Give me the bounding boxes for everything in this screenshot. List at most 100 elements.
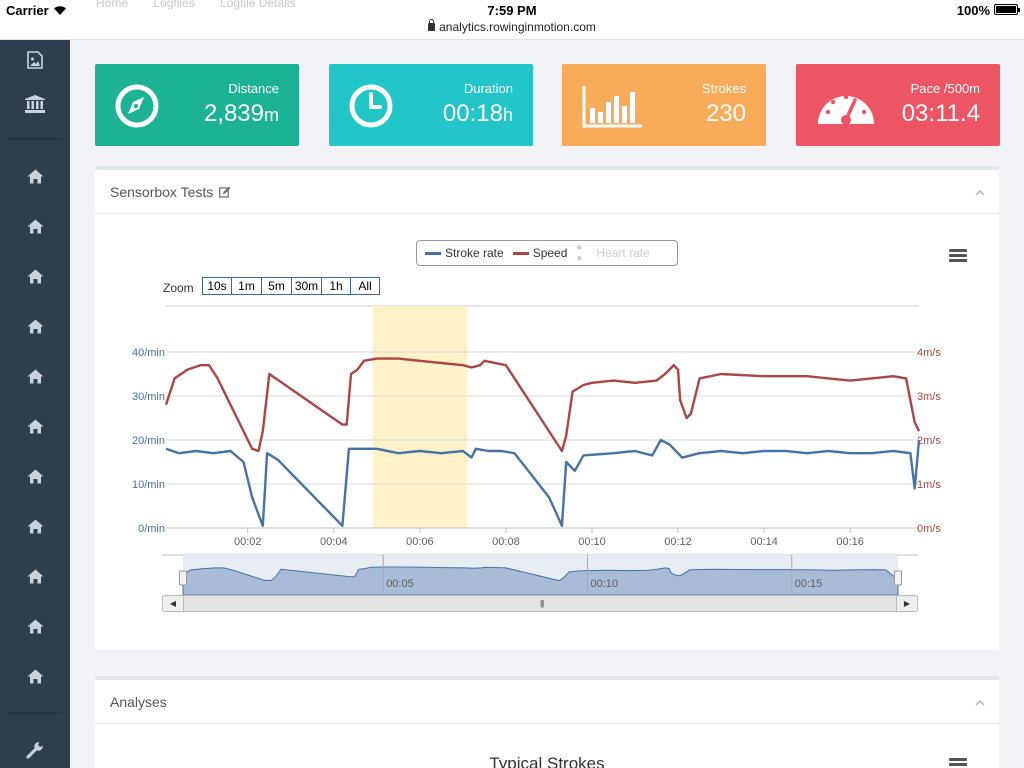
- legend-speed[interactable]: Speed: [512, 246, 568, 260]
- zoom-5m-button[interactable]: 5m: [261, 277, 292, 295]
- bank-icon: [25, 95, 45, 113]
- sidebar-item-home-7[interactable]: [0, 456, 70, 496]
- x-tick-label: 00:10: [578, 536, 606, 548]
- breadcrumb-logfiles[interactable]: Logfiles: [153, 0, 195, 10]
- home-icon: [27, 269, 43, 283]
- zoom-button-group: 10s 1m 5m 30m 1h All: [202, 277, 380, 295]
- sidebar-item-home-9[interactable]: [0, 556, 70, 596]
- sidebar-item-settings[interactable]: [0, 730, 70, 768]
- compass-icon: [115, 84, 159, 128]
- ios-status-bar: Home Logfiles Logfile Details Carrier 7:…: [0, 0, 1024, 40]
- home-icon: [27, 619, 43, 633]
- sidebar-item-home-6[interactable]: [0, 406, 70, 446]
- distance-label: Distance: [228, 81, 279, 96]
- zoom-1m-button[interactable]: 1m: [231, 277, 262, 295]
- sidebar-item-home-2[interactable]: [0, 206, 70, 246]
- sidebar-item-home-4[interactable]: [0, 306, 70, 346]
- navigator-right-handle[interactable]: [894, 570, 902, 586]
- clock-time: 7:59 PM: [487, 3, 537, 18]
- navigator-scrollbar[interactable]: ◀ ||| ▶: [162, 595, 918, 612]
- series-line-stroke-rate[interactable]: [165, 438, 921, 527]
- wrench-icon: [26, 742, 43, 759]
- y-left-tick-label: 20/min: [132, 435, 165, 447]
- x-tick-label: 00:12: [664, 536, 692, 548]
- clock-icon: [349, 84, 393, 128]
- typical-strokes-title: Typical Strokes: [489, 754, 605, 768]
- pace-tile: Pace /500m 03:11.4: [796, 64, 1000, 146]
- sidebar-item-home-1[interactable]: [0, 156, 70, 196]
- sensor-chart[interactable]: 0/min 0m/s 10/min 1m/s 20/min 2m/s 30/min 3m/s 4…: [95, 214, 999, 654]
- panel-header: Analyses: [95, 680, 999, 724]
- lock-icon: [428, 19, 436, 31]
- pace-number: 03:11.4: [901, 100, 980, 127]
- home-icon: [27, 469, 43, 483]
- scrollbar-thumb[interactable]: |||: [183, 596, 897, 611]
- legend-label-speed: Speed: [532, 246, 568, 260]
- zoom-1h-button[interactable]: 1h: [321, 277, 351, 295]
- breadcrumb: Home Logfiles Logfile Details: [96, 0, 317, 10]
- chart-menu-icon[interactable]: [949, 758, 967, 768]
- sidebar-item-home-5[interactable]: [0, 356, 70, 396]
- scroll-right-arrow[interactable]: ▶: [903, 599, 911, 608]
- navigator-left-handle[interactable]: [179, 570, 187, 586]
- y-left-tick-label: 30/min: [132, 391, 165, 403]
- y-left-tick-label: 10/min: [132, 479, 165, 491]
- y-right-tick-label: 4m/s: [917, 347, 941, 359]
- legend-label-stroke-rate: Stroke rate: [445, 246, 504, 260]
- address-bar[interactable]: analytics.rowinginmotion.com: [0, 19, 1024, 34]
- navigator-tick-label: 00:15: [795, 578, 823, 590]
- analyses-panel: Analyses Typical Strokes: [95, 676, 999, 768]
- sidebar-item-image[interactable]: [0, 40, 70, 80]
- home-icon: [27, 369, 43, 383]
- grip-icon: |||: [540, 599, 544, 608]
- home-icon: [27, 319, 43, 333]
- panel-title: Sensorbox Tests: [110, 184, 231, 200]
- legend-stroke-rate[interactable]: Stroke rate: [425, 246, 504, 260]
- pace-value: 03:11.4: [902, 100, 980, 128]
- home-icon: [27, 169, 43, 183]
- sidebar: [0, 40, 70, 768]
- strokes-number: 230: [705, 100, 746, 127]
- sidebar-divider: [8, 712, 62, 714]
- sensorbox-panel: Sensorbox Tests 0/min 0m/s 10/min 1m/s 20/mi…: [95, 166, 999, 650]
- sidebar-item-bank[interactable]: [0, 84, 70, 124]
- sidebar-item-home-8[interactable]: [0, 506, 70, 546]
- sidebar-item-home-10[interactable]: [0, 606, 70, 646]
- home-icon: [27, 669, 43, 683]
- scroll-left-arrow[interactable]: ◀: [169, 599, 177, 608]
- carrier-label: Carrier: [6, 3, 49, 18]
- duration-label: Duration: [463, 81, 513, 96]
- wifi-icon: [54, 6, 66, 15]
- collapse-chevron-icon[interactable]: [975, 698, 985, 708]
- navigator-tick-label: 00:05: [386, 578, 414, 590]
- series-line-speed[interactable]: [164, 357, 921, 453]
- zoom-all-button[interactable]: All: [350, 277, 380, 295]
- chart-menu-icon[interactable]: [949, 249, 967, 263]
- strokes-value: 230: [706, 100, 746, 128]
- legend-swatch-stroke-rate: [425, 251, 441, 255]
- sidebar-item-home-3[interactable]: [0, 256, 70, 296]
- highlight-band: [372, 306, 468, 528]
- zoom-10s-button[interactable]: 10s: [202, 277, 232, 295]
- distance-value: 2,839m: [204, 100, 279, 128]
- y-right-tick-label: 1m/s: [917, 479, 941, 491]
- x-tick-label: 00:08: [492, 536, 520, 548]
- x-tick-label: 00:16: [836, 536, 864, 548]
- duration-value: 00:18h: [443, 100, 513, 128]
- gauge-icon: [818, 94, 874, 125]
- sidebar-item-home-11[interactable]: [0, 656, 70, 696]
- sensor-chart-area: 0/min 0m/s 10/min 1m/s 20/min 2m/s 30/min 3m/s 4…: [95, 214, 999, 654]
- bar-chart-icon: [582, 86, 642, 128]
- strokes-tile: Strokes 230: [562, 64, 766, 146]
- collapse-chevron-icon[interactable]: [975, 188, 985, 198]
- zoom-30m-button[interactable]: 30m: [291, 277, 322, 295]
- breadcrumb-home[interactable]: Home: [96, 0, 129, 10]
- home-icon: [27, 519, 43, 533]
- navigator-area: [182, 566, 899, 596]
- legend-heart-rate[interactable]: ● ● Heart rate: [576, 242, 649, 264]
- battery-percent: 100%: [956, 3, 990, 18]
- y-right-tick-label: 3m/s: [917, 391, 941, 403]
- edit-icon[interactable]: [219, 186, 231, 198]
- legend-label-heart-rate: Heart rate: [596, 246, 650, 260]
- duration-number: 00:18: [442, 100, 503, 127]
